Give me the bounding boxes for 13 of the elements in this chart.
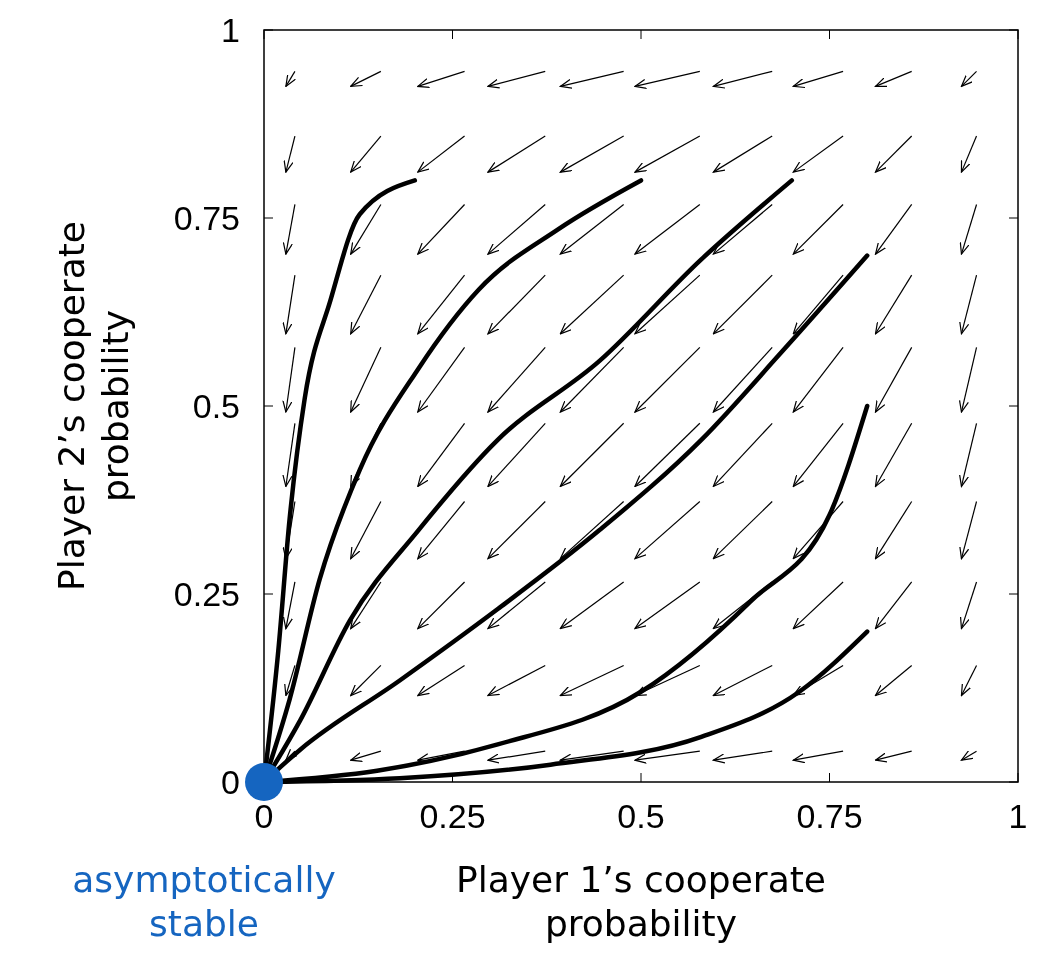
y-tick-label: 0.25 — [173, 574, 240, 613]
y-tick-label: 1 — [221, 10, 240, 49]
x-axis-title: Player 1’s cooperate probability — [456, 859, 826, 944]
x-tick-label: 0 — [254, 797, 274, 835]
annotation: asymptotically stable — [72, 859, 336, 944]
x-tick-label: 0.5 — [617, 797, 665, 835]
y-axis-title: Player 2’s cooperate probability — [51, 221, 136, 591]
x-tick-label: 0.75 — [796, 797, 863, 835]
y-tick-label: 0.75 — [173, 198, 240, 237]
y-tick-label: 0.5 — [192, 386, 240, 425]
x-tick-label: 0.25 — [419, 797, 486, 835]
x-tick-label: 1 — [1008, 797, 1028, 835]
y-tick-label: 0 — [221, 762, 240, 801]
